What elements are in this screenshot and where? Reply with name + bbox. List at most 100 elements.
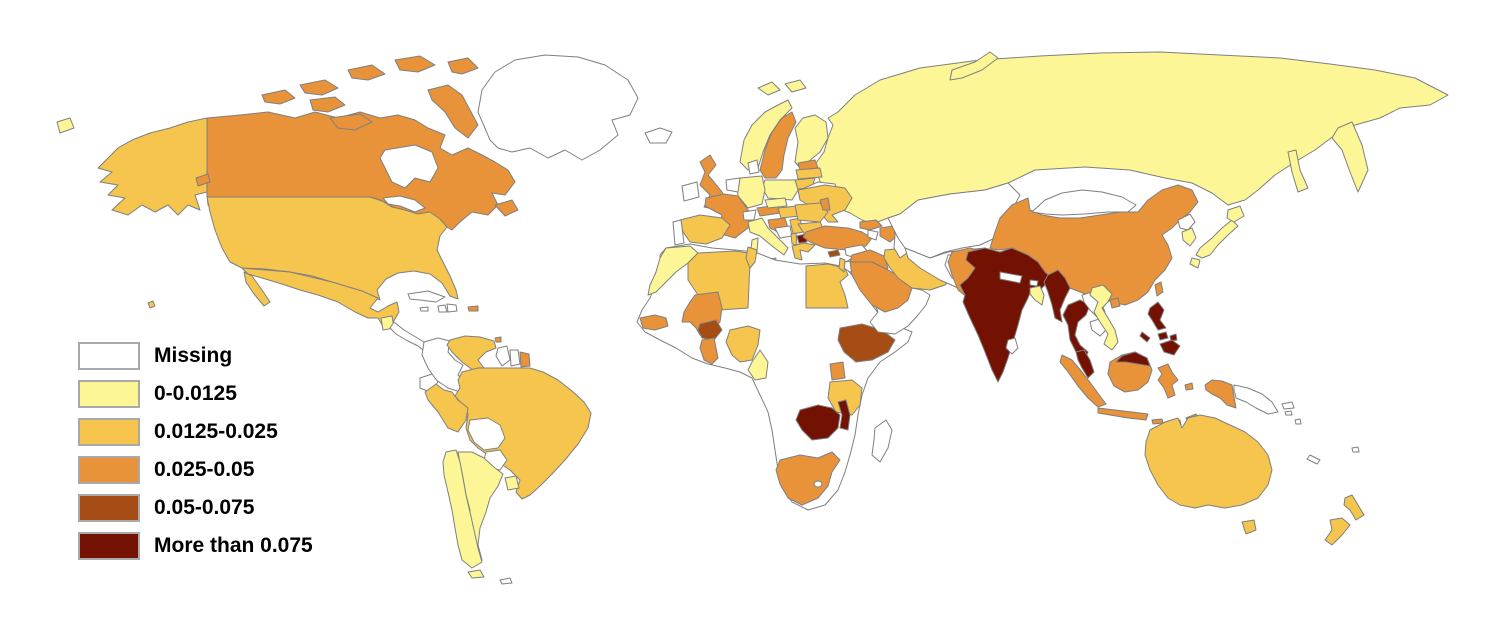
legend-row-missing: Missing: [78, 341, 313, 370]
country-usa-hawaii: [147, 300, 156, 309]
country-canada-island2: [299, 79, 339, 96]
country-bhutan: [1029, 279, 1039, 287]
country-thailand: [1062, 299, 1091, 361]
legend-label-bin2: 0.0125-0.025: [154, 419, 278, 443]
country-indonesia-sulawesi: [1157, 363, 1179, 399]
country-spain: [679, 214, 731, 245]
country-philippines-mindanao: [1159, 339, 1181, 356]
country-russia-wrap-sliver: [56, 117, 75, 134]
country-trinidad: [494, 336, 502, 343]
country-canada-vancouver-isl: [195, 173, 211, 187]
country-cuba: [407, 290, 446, 303]
legend-swatch-bin3: [78, 455, 140, 484]
country-portugal: [672, 219, 685, 246]
country-french-guiana: [519, 351, 531, 368]
country-canada-island6: [447, 57, 479, 75]
legend-row-bin3: 0.025-0.05: [78, 455, 313, 484]
country-dominican-republic: [446, 303, 458, 313]
country-israel: [838, 257, 846, 273]
country-albania: [790, 232, 798, 246]
legend-swatch-bin1: [78, 379, 140, 408]
country-ghana: [699, 337, 719, 365]
country-chile-tdf: [467, 569, 485, 579]
country-poland: [761, 179, 799, 201]
country-usa: [206, 196, 459, 301]
country-venezuela: [446, 335, 497, 372]
legend-label-bin3: 0.025-0.05: [154, 457, 255, 481]
country-bolivia: [467, 417, 506, 451]
country-sweden: [759, 111, 797, 179]
country-suriname: [509, 349, 521, 367]
country-chile: [442, 449, 483, 569]
country-peru: [424, 383, 469, 433]
country-romania: [794, 202, 829, 223]
country-haiti: [437, 304, 448, 313]
country-bosnia: [774, 225, 793, 239]
country-senegal: [639, 314, 669, 331]
country-morocco: [647, 245, 699, 296]
legend-row-bin2: 0.0125-0.025: [78, 417, 313, 446]
country-netherlands: [725, 177, 741, 193]
solomon-island: [1284, 410, 1293, 416]
country-france: [704, 193, 756, 239]
country-vietnam: [1089, 284, 1119, 351]
country-madagascar: [871, 419, 893, 463]
country-mongolia: [1031, 189, 1137, 216]
country-australia: [1144, 414, 1273, 509]
country-canada-island4: [394, 55, 436, 73]
country-japan-honshu: [1195, 219, 1239, 259]
country-png: [1233, 384, 1279, 415]
country-indonesia-java: [1097, 407, 1149, 421]
country-indonesia-papua: [1204, 379, 1237, 409]
legend-row-bin5: More than 0.075: [78, 531, 313, 560]
country-tunisia: [745, 246, 758, 269]
legend-label-missing: Missing: [154, 343, 233, 367]
country-south-korea: [1181, 227, 1197, 247]
country-north-korea: [1177, 213, 1196, 231]
country-philippines-visayas2: [1169, 333, 1178, 342]
country-russia-sakhalin: [1287, 149, 1309, 193]
country-south-africa: [775, 451, 841, 506]
country-russia-novaya-zemlya: [949, 51, 999, 81]
country-indonesia-maluku: [1184, 382, 1194, 391]
country-turkey: [802, 225, 873, 251]
country-myanmar: [1043, 269, 1071, 323]
country-bangladesh: [1029, 285, 1045, 306]
country-falklands: [499, 577, 513, 585]
legend-swatch-bin2: [78, 417, 140, 446]
country-mexico-baja: [243, 271, 271, 307]
vanuatu-island: [1294, 418, 1302, 425]
country-australia-tasmania: [1241, 519, 1257, 535]
country-japan-kyushu: [1189, 257, 1201, 269]
country-switzerland: [742, 209, 757, 221]
country-norway-svalbard: [757, 81, 781, 96]
country-cameroon: [747, 349, 769, 381]
country-moldova: [819, 197, 831, 211]
country-armenia: [867, 229, 879, 241]
map-legend: Missing 0-0.0125 0.0125-0.025 0.025-0.05…: [78, 341, 313, 560]
legend-label-bin1: 0-0.0125: [154, 381, 237, 405]
country-canada-island1: [261, 89, 296, 105]
new-caledonia-island: [1306, 454, 1321, 465]
country-malaysia-peninsula: [1075, 349, 1095, 379]
fiji-island: [1351, 446, 1360, 453]
country-philippines-visayas1: [1157, 331, 1169, 341]
country-philippines-luzon: [1147, 301, 1167, 331]
country-nepal: [999, 271, 1023, 284]
country-indonesia-sumatra: [1059, 354, 1107, 408]
country-lesotho: [813, 480, 823, 488]
country-usa-alaska: [97, 117, 208, 216]
country-china-hainan: [1109, 297, 1121, 309]
country-puerto-rico: [467, 305, 479, 312]
country-greenland: [477, 54, 639, 161]
country-ethiopia: [837, 323, 896, 363]
country-malaysia-borneo: [1115, 351, 1151, 367]
legend-swatch-bin5: [78, 531, 140, 560]
country-cyprus: [827, 249, 841, 258]
country-denmark: [747, 159, 760, 175]
country-uruguay: [504, 475, 520, 491]
country-png-new-britain: [1281, 401, 1295, 410]
